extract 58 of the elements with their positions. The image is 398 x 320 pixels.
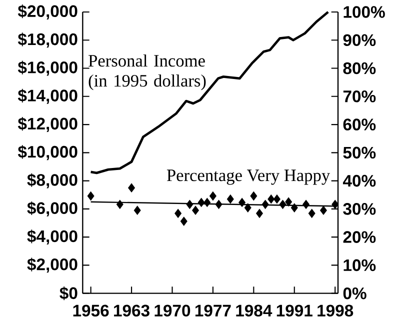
point bbox=[302, 200, 310, 209]
y2-tick-label: 100% bbox=[344, 6, 385, 18]
y-tick-label: $18,000 bbox=[18, 32, 78, 48]
point bbox=[209, 191, 216, 201]
y2-tick-label: 20% bbox=[343, 231, 376, 243]
point bbox=[262, 200, 269, 209]
x-tick-label: 1963 bbox=[114, 304, 150, 317]
x-tick-label: 1984 bbox=[236, 304, 272, 317]
point bbox=[215, 200, 222, 209]
point bbox=[244, 203, 252, 212]
point bbox=[128, 183, 135, 192]
point bbox=[273, 194, 280, 204]
x-tick-label: 1956 bbox=[73, 304, 109, 317]
y-tick-label: $14,000 bbox=[18, 88, 78, 104]
point bbox=[290, 203, 298, 212]
point bbox=[256, 208, 263, 218]
y2-tick-label: 60% bbox=[343, 118, 376, 130]
x-tick-label: 1998 bbox=[318, 304, 354, 317]
y-tick-label: $0 bbox=[60, 286, 78, 300]
y2-tick-label: 50% bbox=[343, 146, 376, 159]
y2-tick-label: 80% bbox=[343, 62, 376, 74]
point bbox=[279, 200, 286, 209]
y2-tick-label: 90% bbox=[343, 34, 376, 46]
y2-tick-label: 40% bbox=[342, 174, 376, 187]
point bbox=[320, 206, 327, 215]
point bbox=[308, 208, 316, 218]
y-tick-label: $10,000 bbox=[18, 145, 78, 160]
y2-tick-label: 70% bbox=[343, 90, 376, 102]
point bbox=[174, 208, 182, 218]
y-tick-label: $16,000 bbox=[18, 60, 78, 76]
x-tick-label: 1991 bbox=[276, 304, 312, 317]
y-tick-label: $12,000 bbox=[18, 117, 78, 132]
point bbox=[268, 194, 275, 204]
point bbox=[192, 206, 199, 215]
point bbox=[226, 194, 234, 204]
y-tick-label: $20,000 bbox=[18, 4, 78, 20]
y2-tick-label: 30% bbox=[343, 203, 376, 215]
y-tick-label: $2,000 bbox=[27, 258, 78, 273]
point bbox=[285, 197, 292, 206]
y-tick-label: $8,000 bbox=[27, 173, 78, 188]
point bbox=[332, 200, 339, 209]
x-tick-label: 1977 bbox=[195, 304, 231, 317]
y-tick-label: $4,000 bbox=[27, 230, 78, 245]
point bbox=[238, 198, 246, 207]
y2-tick-label: 0% bbox=[343, 287, 366, 300]
point bbox=[250, 191, 258, 201]
point bbox=[204, 198, 211, 207]
y-tick-label: $6,000 bbox=[27, 201, 78, 216]
series-label: Personal Income (in 1995 dollars) bbox=[88, 54, 206, 90]
point bbox=[116, 200, 124, 209]
y2-tick-label: 10% bbox=[344, 259, 376, 272]
point bbox=[198, 198, 205, 207]
point bbox=[87, 191, 94, 201]
series-label: Percentage Very Happy bbox=[166, 170, 330, 185]
point bbox=[186, 200, 194, 209]
x-tick-label: 1970 bbox=[154, 304, 190, 317]
point bbox=[180, 216, 188, 226]
point bbox=[134, 206, 141, 215]
